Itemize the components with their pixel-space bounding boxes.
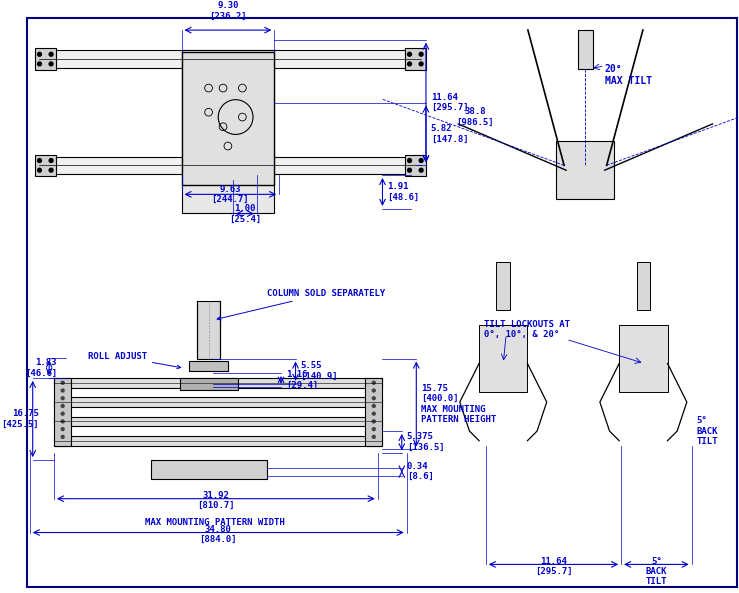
Bar <box>556 141 614 199</box>
Bar <box>54 416 383 426</box>
Text: MAX MOUNTING PATTERN WIDTH: MAX MOUNTING PATTERN WIDTH <box>146 518 285 527</box>
Text: 1.16
[29.4]: 1.16 [29.4] <box>286 370 318 390</box>
Circle shape <box>408 52 412 56</box>
Circle shape <box>372 397 375 400</box>
Text: 1.00
[25.4]: 1.00 [25.4] <box>228 204 261 224</box>
Text: 31.92
[810.7]: 31.92 [810.7] <box>197 491 234 511</box>
Text: 34.80
[884.0]: 34.80 [884.0] <box>200 525 237 544</box>
Bar <box>189 362 228 371</box>
Circle shape <box>38 52 41 56</box>
Bar <box>497 262 510 310</box>
Text: 11.64
[295.7]: 11.64 [295.7] <box>431 93 469 112</box>
Bar <box>39 157 421 174</box>
Bar <box>35 49 56 70</box>
Circle shape <box>372 428 375 431</box>
Circle shape <box>419 158 423 162</box>
Bar <box>54 397 383 407</box>
Circle shape <box>419 52 423 56</box>
Circle shape <box>50 62 53 66</box>
Circle shape <box>38 168 41 172</box>
Circle shape <box>372 412 375 415</box>
Text: 38.8
[986.5]: 38.8 [986.5] <box>457 107 494 127</box>
Text: COLUMN SOLD SEPARATELY: COLUMN SOLD SEPARATELY <box>217 289 385 320</box>
Text: 9.63
[244.7]: 9.63 [244.7] <box>211 184 249 204</box>
Circle shape <box>61 397 64 400</box>
Text: 16.75
[425.5]: 16.75 [425.5] <box>1 409 38 429</box>
Bar <box>405 155 426 176</box>
Bar <box>479 325 528 393</box>
Bar <box>35 155 56 176</box>
Circle shape <box>50 168 53 172</box>
Bar <box>365 378 383 445</box>
Bar <box>619 325 667 393</box>
Circle shape <box>61 412 64 415</box>
Text: 20°
MAX TILT: 20° MAX TILT <box>605 64 652 85</box>
Circle shape <box>419 62 423 66</box>
Circle shape <box>38 62 41 66</box>
Text: ROLL ADJUST: ROLL ADJUST <box>88 352 180 369</box>
Bar <box>182 52 274 184</box>
Text: 5.82
[147.8]: 5.82 [147.8] <box>431 125 469 144</box>
Circle shape <box>61 420 64 423</box>
Bar <box>54 378 383 388</box>
Text: 5°
BACK
TILT: 5° BACK TILT <box>646 557 667 586</box>
Text: 5°
BACK
TILT: 5° BACK TILT <box>696 416 718 446</box>
Circle shape <box>61 404 64 407</box>
Circle shape <box>372 420 375 423</box>
Text: 1.91
[48.6]: 1.91 [48.6] <box>387 182 420 202</box>
Circle shape <box>50 52 53 56</box>
Bar <box>54 436 383 445</box>
Circle shape <box>372 389 375 392</box>
Bar <box>197 301 220 359</box>
Circle shape <box>50 158 53 162</box>
Text: 1.83
[46.6]: 1.83 [46.6] <box>24 358 57 378</box>
Circle shape <box>372 435 375 438</box>
Bar <box>54 378 72 445</box>
Bar <box>405 49 426 70</box>
Circle shape <box>61 389 64 392</box>
Circle shape <box>61 428 64 431</box>
Circle shape <box>408 62 412 66</box>
Circle shape <box>408 158 412 162</box>
Text: TILT LOCKOUTS AT
0°, 10°, & 20°: TILT LOCKOUTS AT 0°, 10°, & 20° <box>484 320 570 339</box>
Text: 5.55
[140.9]: 5.55 [140.9] <box>300 362 338 381</box>
Text: 9.30
[236.2]: 9.30 [236.2] <box>209 1 247 20</box>
Text: 5.375
[136.5]: 5.375 [136.5] <box>406 432 444 452</box>
Bar <box>578 30 593 69</box>
Circle shape <box>61 381 64 384</box>
Text: 0.34
[8.6]: 0.34 [8.6] <box>406 462 434 482</box>
Text: 11.64
[295.7]: 11.64 [295.7] <box>535 557 572 576</box>
Text: 15.75
[400.0]
MAX MOUNTING
PATTERN HEIGHT: 15.75 [400.0] MAX MOUNTING PATTERN HEIGH… <box>421 384 497 424</box>
Circle shape <box>61 435 64 438</box>
Circle shape <box>408 168 412 172</box>
Circle shape <box>372 404 375 407</box>
Circle shape <box>419 168 423 172</box>
Circle shape <box>372 381 375 384</box>
Bar <box>39 50 421 68</box>
Bar <box>183 50 274 213</box>
Bar <box>180 378 237 390</box>
Circle shape <box>38 158 41 162</box>
Bar <box>151 460 267 479</box>
Bar <box>636 262 650 310</box>
